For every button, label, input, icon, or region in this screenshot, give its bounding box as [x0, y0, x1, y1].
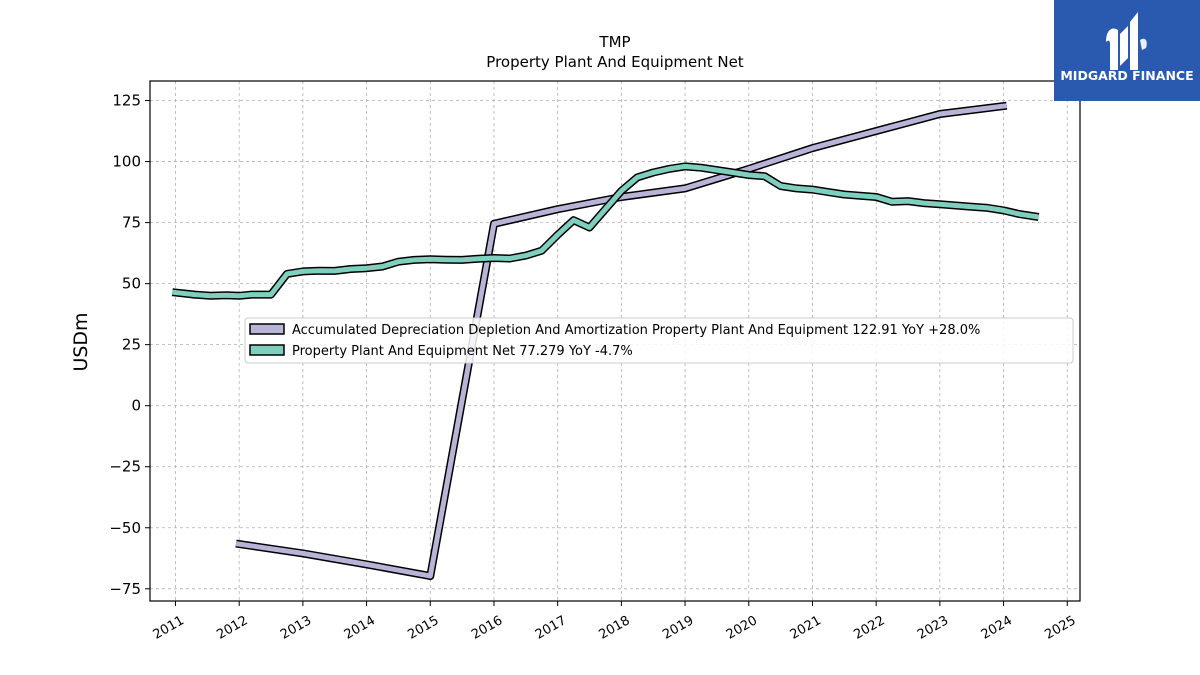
legend-swatch-accumulated-depreciation	[249, 323, 285, 335]
y-tick-label: 50	[122, 275, 141, 293]
x-tick-label: 2019	[660, 613, 696, 643]
x-tick-label: 2018	[597, 613, 633, 643]
chart-subtitle: Property Plant And Equipment Net	[486, 53, 743, 71]
midgard-finance-logo: MIDGARD FINANCE	[1054, 0, 1200, 101]
logo-wordmark: MIDGARD FINANCE	[1060, 68, 1193, 83]
x-tick-label: 2016	[469, 613, 505, 643]
legend-box	[244, 317, 1074, 364]
series-line-accumulated-depreciation	[235, 103, 1008, 579]
x-tick-label: 2014	[342, 613, 378, 643]
x-tick-label: 2013	[278, 613, 314, 643]
y-tick-label: −50	[109, 519, 141, 537]
x-tick-label: 2011	[151, 613, 187, 643]
logo-mark-icon	[1106, 12, 1147, 70]
x-tick-label: 2017	[533, 613, 569, 643]
x-tick-label: 2020	[724, 613, 760, 643]
x-tick-label: 2025	[1042, 613, 1078, 643]
x-tick-label: 2015	[405, 613, 441, 643]
legend: Accumulated Depreciation Depletion And A…	[244, 317, 1074, 364]
y-tick-label: −75	[109, 580, 141, 598]
y-tick-label: 75	[122, 214, 141, 232]
y-axis: −75 −50 −25 0 25 50 75 100 125	[109, 92, 150, 598]
legend-swatch-ppe-net	[249, 344, 285, 356]
y-axis-label: USDm	[70, 312, 92, 371]
series-line-ppe-net	[172, 163, 1039, 299]
series-line-outline	[171, 162, 1040, 300]
y-tick-label: 25	[122, 336, 141, 354]
chart-title: TMP	[598, 33, 630, 51]
legend-label-accumulated-depreciation: Accumulated Depreciation Depletion And A…	[292, 323, 980, 338]
y-tick-label: 125	[112, 92, 141, 110]
x-tick-label: 2022	[851, 613, 887, 643]
x-tick-label: 2024	[979, 613, 1015, 643]
y-tick-label: 100	[112, 153, 141, 171]
x-axis: 2011 2012 2013 2014 2015 2016 2017 2018 2019 2020…	[151, 601, 1079, 643]
legend-label-ppe-net: Property Plant And Equipment Net 77.279 …	[292, 344, 633, 359]
series-lines	[171, 101, 1040, 581]
x-tick-label: 2023	[915, 613, 951, 643]
x-tick-label: 2021	[788, 613, 824, 643]
y-tick-label: 0	[131, 397, 141, 415]
y-tick-label: −25	[109, 458, 141, 476]
plot-area-frame	[149, 80, 1081, 602]
x-tick-label: 2012	[214, 613, 250, 643]
